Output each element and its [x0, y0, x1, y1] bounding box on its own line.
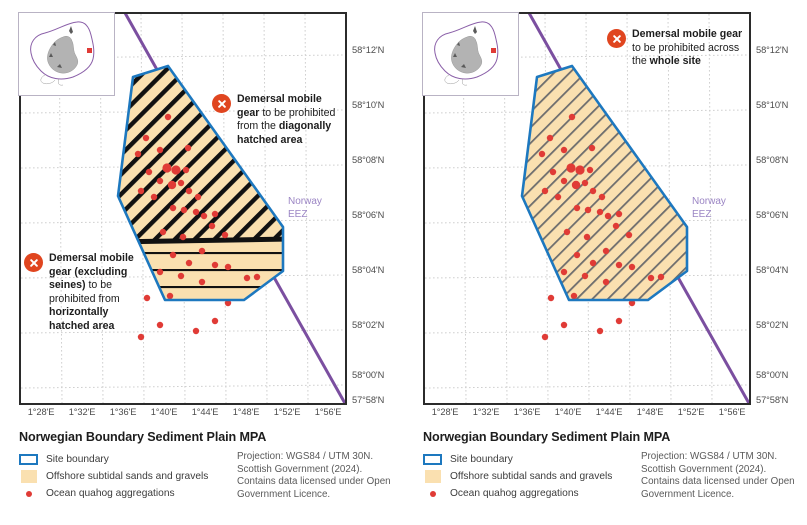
prohibited-x-icon: [607, 29, 626, 48]
site-boundary-outline: [520, 64, 689, 302]
eez-outline-shape: [434, 21, 499, 80]
legend-items: Site boundary Offshore subtidal sands an…: [423, 451, 631, 502]
norway-eez-label: Norway EEZ: [692, 196, 726, 220]
legend-label: Offshore subtidal sands and gravels: [450, 471, 613, 482]
legend-row: Site boundary: [423, 451, 631, 468]
legend-row: Site boundary: [19, 451, 227, 468]
lon-tick-label: 1°36'E: [109, 407, 137, 417]
legend-label: Site boundary: [46, 454, 109, 465]
prohibited-x-icon: [212, 94, 231, 113]
legend-label: Ocean quahog aggregations: [46, 488, 175, 499]
quahog-points-right: [538, 113, 665, 341]
islands-detail: [444, 74, 468, 86]
callout-horizontal-hatched: Demersal mobile gear (excluding seines) …: [24, 252, 134, 334]
eez-outline-shape: [30, 21, 95, 80]
map-panel-right: 58°12'N 58°10'N 58°08'N 58°06'N 58°04'N …: [404, 0, 807, 525]
callout-text-diagonal: Demersal mobile gear to be prohibited fr…: [237, 93, 336, 146]
lat-tick-label: 58°00'N: [352, 370, 385, 380]
lat-tick-label: 58°06'N: [352, 210, 385, 220]
legend-right: Norwegian Boundary Sediment Plain MPA Si…: [423, 430, 803, 502]
legend-attribution-note: Projection: WGS84 / UTM 30N. Scottish Go…: [237, 451, 391, 500]
callout-diagonal-hatched: Demersal mobile gear to be prohibited fr…: [212, 93, 347, 147]
inset-locator-map-left: [18, 12, 115, 96]
lat-tick-label: 58°12'N: [756, 45, 789, 55]
site-location-marker: [491, 48, 496, 53]
lon-tick-label: 1°52'E: [273, 407, 301, 417]
longitude-axis-right: 1°28'E 1°32'E 1°36'E 1°40'E 1°44'E 1°48'…: [423, 407, 751, 425]
inset-map-svg: [434, 21, 499, 86]
lon-tick-label: 1°40'E: [554, 407, 582, 417]
lat-tick-label: 58°08'N: [352, 155, 385, 165]
lat-tick-label: 57°58'N: [352, 395, 385, 405]
habitat-fill-swatch: [19, 470, 38, 483]
longitude-axis-left: 1°28'E 1°32'E 1°36'E 1°40'E 1°44'E 1°48'…: [19, 407, 347, 425]
lon-tick-label: 1°56'E: [314, 407, 342, 417]
legend-items: Site boundary Offshore subtidal sands an…: [19, 451, 227, 502]
scotland-detail: [49, 26, 73, 68]
scotland-landmass: [47, 36, 79, 74]
norway-eez-label: Norway EEZ: [288, 196, 322, 220]
map-panel-left: 58°12'N 58°10'N 58°08'N 58°06'N 58°04'N …: [0, 0, 403, 525]
site-boundary-swatch: [423, 454, 442, 465]
lat-tick-label: 58°02'N: [352, 320, 385, 330]
site-boundary-swatch: [19, 454, 38, 465]
scotland-landmass: [451, 36, 483, 74]
lat-tick-label: 58°04'N: [352, 265, 385, 275]
lon-tick-label: 1°56'E: [718, 407, 746, 417]
lon-tick-label: 1°36'E: [513, 407, 541, 417]
lon-tick-label: 1°28'E: [431, 407, 459, 417]
legend-title: Norwegian Boundary Sediment Plain MPA: [19, 430, 267, 444]
quahog-dot-swatch: [19, 490, 38, 497]
quahog-dot-swatch: [423, 490, 442, 497]
legend-title: Norwegian Boundary Sediment Plain MPA: [423, 430, 671, 444]
legend-label: Site boundary: [450, 454, 513, 465]
callout-text-horizontal: Demersal mobile gear (excluding seines) …: [49, 252, 134, 332]
quahog-points-left: [134, 113, 261, 341]
scotland-detail: [453, 26, 477, 68]
inset-map-svg: [30, 21, 95, 86]
latitude-axis-right: 58°12'N 58°10'N 58°08'N 58°06'N 58°04'N …: [756, 12, 806, 405]
lon-tick-label: 1°52'E: [677, 407, 705, 417]
inset-locator-map-right: [422, 12, 519, 96]
site-location-marker: [87, 48, 92, 53]
lat-tick-label: 58°04'N: [756, 265, 789, 275]
lon-tick-label: 1°32'E: [68, 407, 96, 417]
lat-tick-label: 58°02'N: [756, 320, 789, 330]
lon-tick-label: 1°44'E: [595, 407, 623, 417]
latitude-axis-left: 58°12'N 58°10'N 58°08'N 58°06'N 58°04'N …: [352, 12, 402, 405]
map-canvas-right: [425, 14, 749, 403]
legend-row: Ocean quahog aggregations: [19, 485, 227, 502]
legend-row: Offshore subtidal sands and gravels: [423, 468, 631, 485]
callout-whole-site: Demersal mobile gear to be prohibited ac…: [607, 28, 752, 69]
lat-tick-label: 58°06'N: [756, 210, 789, 220]
lon-tick-label: 1°28'E: [27, 407, 55, 417]
legend-label: Ocean quahog aggregations: [450, 488, 579, 499]
prohibited-x-icon: [24, 253, 43, 272]
legend-left: Norwegian Boundary Sediment Plain MPA Si…: [19, 430, 399, 502]
lat-tick-label: 58°10'N: [352, 100, 385, 110]
islands-detail: [40, 74, 64, 86]
site-boundary-outline: [116, 64, 285, 302]
legend-label: Offshore subtidal sands and gravels: [46, 471, 209, 482]
habitat-fill-swatch: [423, 470, 442, 483]
lat-tick-label: 58°08'N: [756, 155, 789, 165]
lat-tick-label: 58°10'N: [756, 100, 789, 110]
callout-text-whole-site: Demersal mobile gear to be prohibited ac…: [632, 28, 743, 68]
lat-tick-label: 58°12'N: [352, 45, 385, 55]
lon-tick-label: 1°32'E: [472, 407, 500, 417]
map-frame-left[interactable]: [19, 12, 347, 405]
legend-attribution-note: Projection: WGS84 / UTM 30N. Scottish Go…: [641, 451, 795, 500]
lat-tick-label: 58°00'N: [756, 370, 789, 380]
legend-row: Offshore subtidal sands and gravels: [19, 468, 227, 485]
lon-tick-label: 1°48'E: [636, 407, 664, 417]
whole-site-hatched-area: [522, 66, 687, 300]
lon-tick-label: 1°40'E: [150, 407, 178, 417]
legend-row: Ocean quahog aggregations: [423, 485, 631, 502]
lon-tick-label: 1°44'E: [191, 407, 219, 417]
lon-tick-label: 1°48'E: [232, 407, 260, 417]
lat-tick-label: 57°58'N: [756, 395, 789, 405]
